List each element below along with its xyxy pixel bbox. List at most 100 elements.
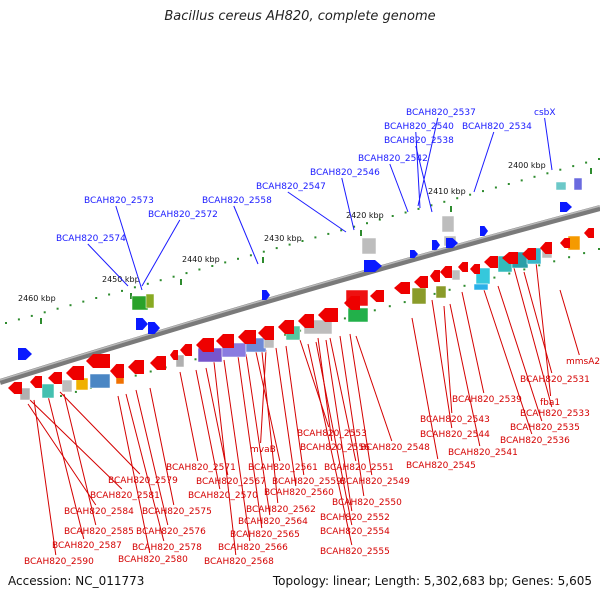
reverse-gene-label: BCAH820_2570 (188, 491, 258, 501)
reverse-gene-leader (325, 339, 353, 512)
feature-box (555, 181, 567, 191)
inner-scale-dot (74, 390, 77, 393)
reverse-gene-arrow (430, 270, 440, 282)
forward-gene-leader (287, 191, 347, 233)
reverse-gene-label: BCAH820_2565 (230, 530, 300, 540)
reverse-gene-leader (245, 353, 271, 516)
forward-gene-label: BCAH820_2542 (358, 154, 428, 164)
outer-scale-dot (366, 222, 368, 225)
gene-labels: BCAH820_2537 csbX BCAH820_2540 BCAH820_2534… (24, 108, 600, 567)
forward-gene-arrow (446, 238, 458, 248)
inner-scale-dot (403, 301, 406, 304)
reverse-gene-label: fba1 (540, 398, 560, 408)
reverse-gene-leader (513, 267, 553, 408)
outer-scale-dot (133, 286, 136, 289)
reverse-gene-leader (59, 391, 141, 475)
reverse-gene-leader (179, 371, 199, 462)
reverse-gene-arrow (458, 262, 468, 272)
forward-gene-arrow (364, 260, 382, 272)
outer-scale-dot (237, 257, 239, 260)
reverse-gene-leader (339, 335, 365, 497)
reverse-gene-label: BCAH820_2543 (420, 415, 490, 425)
outer-scale-dot (585, 161, 588, 164)
inner-scale-dot (194, 358, 197, 361)
reverse-gene-label: BCAH820_2581 (90, 491, 160, 501)
reverse-gene-arrow (170, 350, 178, 360)
reverse-gene-leader (149, 387, 175, 506)
reverse-gene-label: BCAH820_2536 (500, 436, 570, 446)
reverse-gene-label: BCAH820_2584 (64, 507, 134, 517)
inner-scale-dot (149, 370, 152, 373)
reverse-gene-label: BCAH820_2590 (24, 557, 94, 567)
inner-scale-dot (583, 252, 586, 255)
outer-scale-dot (249, 254, 252, 257)
reverse-gene-leader (213, 361, 237, 556)
scale-tick (40, 318, 42, 324)
reverse-gene-arrow (278, 320, 294, 334)
label-leaders (27, 117, 580, 556)
forward-gene-leader (544, 117, 553, 171)
reverse-gene-arrow (30, 376, 42, 388)
forward-gene-label: csbX (534, 108, 556, 118)
outer-scale-dot (198, 268, 201, 271)
reverse-gene-arrow (180, 344, 192, 356)
reverse-gene-leader (223, 359, 251, 542)
outer-scale-dot (340, 229, 343, 232)
reverse-gene-leader (47, 395, 85, 540)
scale-label: 2430 kbp (264, 234, 302, 243)
reverse-gene-arrow (66, 366, 84, 380)
outer-scale-dot (69, 304, 72, 307)
outer-scale-dot (353, 225, 356, 228)
reverse-gene-leader (355, 335, 393, 442)
reverse-gene-leader (285, 345, 305, 476)
outer-scale-dot (288, 243, 291, 246)
forward-gene-leader (415, 131, 421, 209)
reverse-gene-leader (349, 333, 373, 476)
outer-scale-dot (546, 172, 549, 175)
reverse-gene-arrow (258, 326, 274, 340)
feature-box (61, 379, 73, 393)
forward-gene-arrow (480, 226, 488, 236)
feature-box (41, 383, 55, 399)
outer-scale-dot (404, 211, 407, 214)
reverse-gene-leader (237, 355, 263, 529)
reverse-gene-arrow (196, 338, 214, 352)
reverse-gene-leader (483, 289, 533, 435)
feature-box (441, 215, 455, 233)
forward-gene-leader (87, 243, 129, 287)
forward-gene-leader (115, 205, 143, 291)
reverse-gene-label: BCAH820_2575 (142, 507, 212, 517)
reverse-gene-leader (33, 399, 57, 556)
reverse-gene-label: BCAH820_2568 (204, 557, 274, 567)
outer-scale-dot (391, 215, 394, 217)
reverse-gene-arrow (560, 238, 570, 248)
forward-gene-arrow (148, 322, 160, 334)
reverse-gene-label: BCAH820_2578 (132, 543, 202, 553)
outer-scale-dot (301, 240, 304, 242)
page-title: Bacillus cereus AH820, complete genome (164, 9, 436, 24)
reverse-gene-label: BCAH820_2567 (196, 477, 266, 487)
reverse-gene-leader (497, 285, 543, 422)
outer-scale-dot (146, 282, 149, 285)
outer-scale-dot (494, 186, 497, 189)
inner-scale-dot (134, 374, 137, 377)
outer-scale-dot (507, 183, 510, 185)
reverse-gene-arrow (502, 252, 518, 264)
scale-label: 2440 kbp (182, 255, 220, 264)
reverse-gene-leader (261, 351, 279, 504)
reverse-gene-arrow (86, 354, 110, 368)
reverse-gene-label: BCAH820_2552 (320, 513, 390, 523)
outer-scale-dot (572, 165, 575, 168)
reverse-gene-arrow (110, 364, 124, 378)
reverse-gene-label: BCAH820_2533 (520, 409, 590, 419)
reverse-gene-arrow (370, 290, 384, 302)
scale-label: 2410 kbp (428, 187, 466, 196)
feature-box (361, 237, 377, 255)
reverse-gene-arrow (8, 382, 22, 394)
reverse-gene-leader (260, 349, 267, 444)
forward-gene-arrow (18, 348, 32, 360)
reverse-gene-arrow (470, 264, 480, 274)
outer-scale-dot (172, 275, 175, 278)
reverse-gene-label: mmsA2 (566, 357, 600, 367)
scale-tick (590, 168, 592, 174)
